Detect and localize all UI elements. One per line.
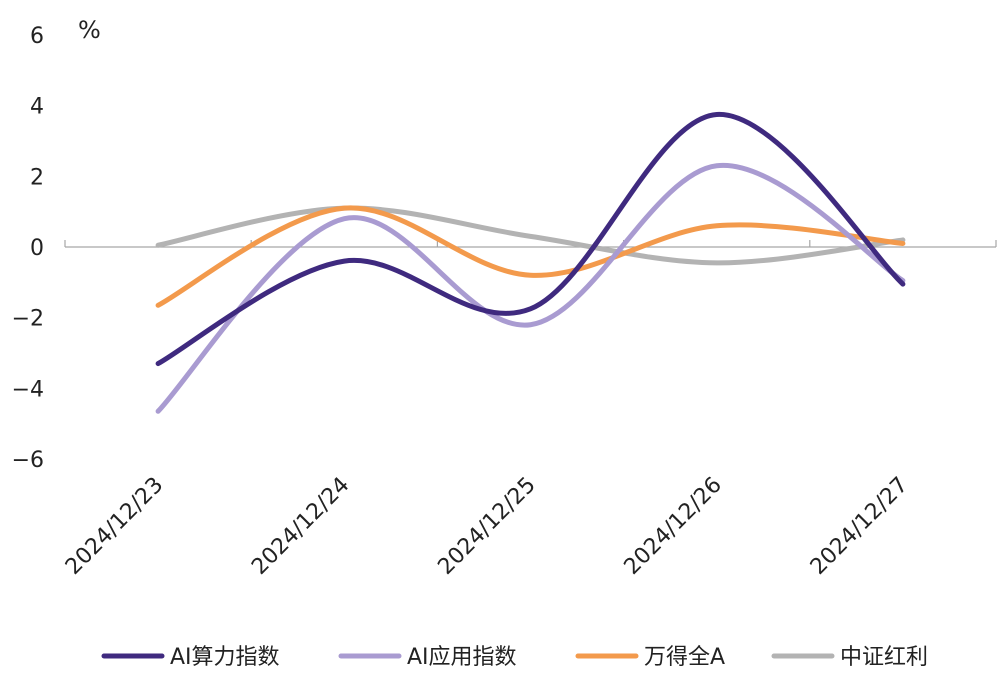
legend-label-1: AI应用指数 (407, 645, 517, 670)
legend-label-0: AI算力指数 (170, 645, 280, 670)
y-tick-label: 4 (30, 95, 44, 120)
x-tick-label: 2024/12/23 (61, 473, 168, 580)
y-tick-label: −6 (12, 448, 44, 473)
y-tick-label: 2 (30, 165, 44, 190)
x-tick-label: 2024/12/24 (247, 473, 354, 580)
legend-label-3: 中证红利 (840, 645, 928, 670)
legend: AI算力指数 AI应用指数 万得全A 中证红利 (101, 645, 928, 670)
x-tick-label: 2024/12/26 (620, 473, 727, 580)
y-tick-label: 0 (30, 236, 44, 261)
y-tick-label: −4 (12, 377, 44, 402)
x-tick-label: 2024/12/27 (806, 473, 913, 580)
y-unit-label: % (78, 16, 101, 44)
series-layer (155, 111, 906, 414)
legend-label-2: 万得全A (644, 645, 725, 670)
series-line-0 (155, 111, 906, 367)
x-tick-label: 2024/12/25 (433, 473, 540, 580)
y-tick-label: −2 (12, 307, 44, 332)
y-tick-label: 6 (30, 24, 44, 49)
